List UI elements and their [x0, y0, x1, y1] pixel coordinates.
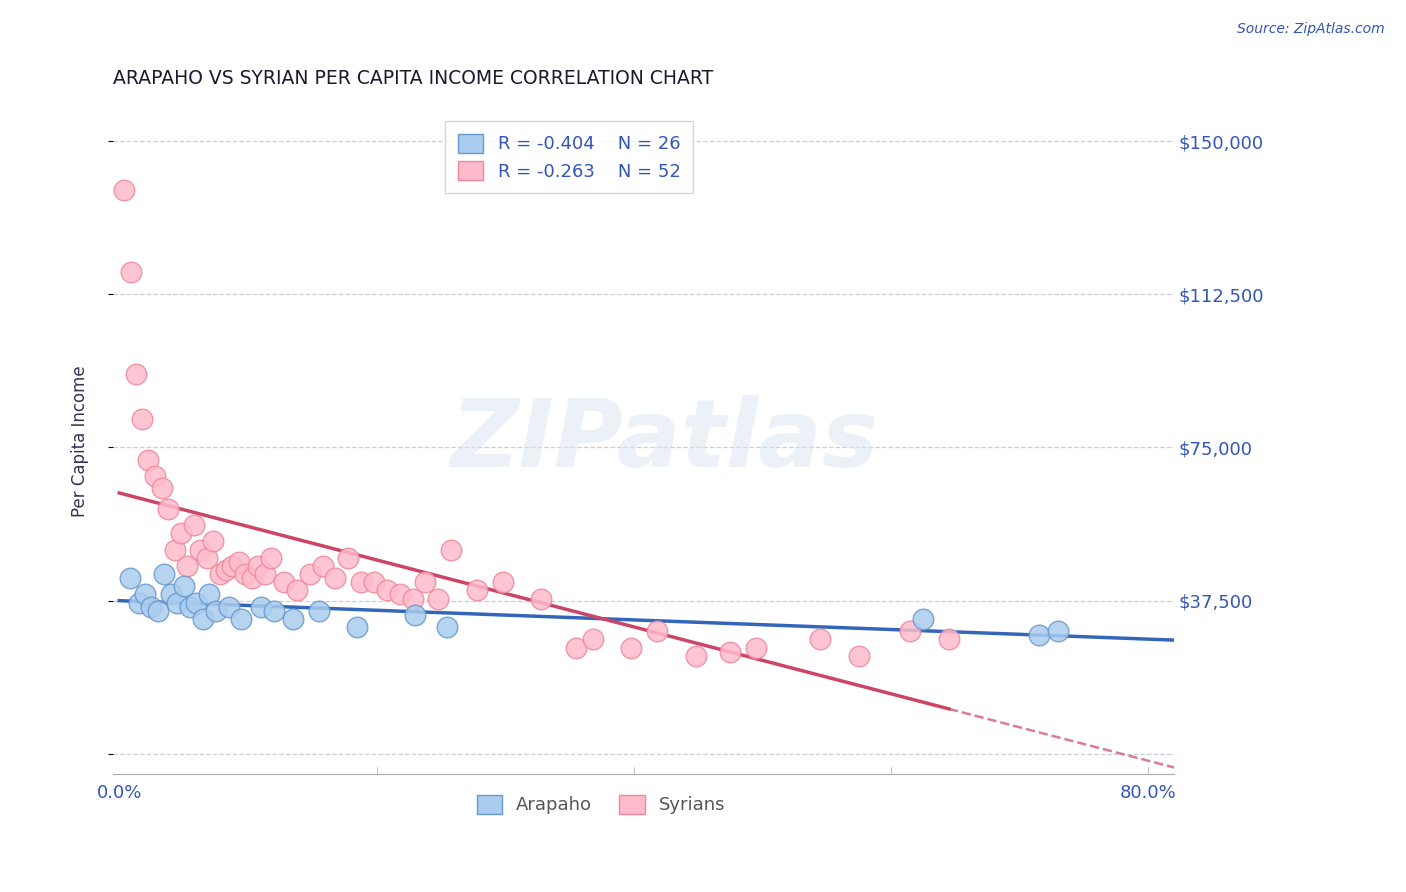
- Y-axis label: Per Capita Income: Per Capita Income: [72, 366, 89, 517]
- Point: [143, 469, 166, 483]
- Text: ZIPatlas: ZIPatlas: [451, 395, 879, 487]
- Point: [465, 583, 488, 598]
- Point: [141, 599, 163, 614]
- Point: [938, 632, 960, 647]
- Point: [1028, 628, 1050, 642]
- Point: [900, 624, 922, 639]
- Point: [188, 542, 211, 557]
- Point: [153, 567, 176, 582]
- Point: [298, 567, 321, 582]
- Point: [159, 587, 181, 601]
- Text: Source: ZipAtlas.com: Source: ZipAtlas.com: [1237, 22, 1385, 37]
- Point: [136, 452, 159, 467]
- Point: [530, 591, 553, 606]
- Point: [308, 604, 330, 618]
- Point: [233, 567, 256, 582]
- Point: [427, 591, 450, 606]
- Point: [565, 640, 588, 655]
- Point: [195, 550, 218, 565]
- Point: [363, 575, 385, 590]
- Point: [125, 367, 148, 381]
- Legend: Arapaho, Syrians: Arapaho, Syrians: [470, 788, 733, 822]
- Point: [183, 518, 205, 533]
- Point: [415, 575, 437, 590]
- Point: [311, 558, 333, 573]
- Point: [247, 558, 270, 573]
- Point: [204, 604, 226, 618]
- Point: [228, 555, 250, 569]
- Point: [134, 587, 156, 601]
- Point: [620, 640, 643, 655]
- Point: [218, 599, 240, 614]
- Point: [118, 571, 141, 585]
- Point: [120, 265, 142, 279]
- Point: [166, 596, 188, 610]
- Point: [263, 604, 285, 618]
- Point: [186, 596, 208, 610]
- Point: [240, 571, 263, 585]
- Point: [221, 558, 243, 573]
- Point: [337, 550, 360, 565]
- Point: [179, 599, 201, 614]
- Point: [131, 412, 153, 426]
- Point: [436, 620, 458, 634]
- Point: [645, 624, 668, 639]
- Point: [249, 599, 271, 614]
- Point: [685, 648, 707, 663]
- Point: [1047, 624, 1070, 639]
- Point: [848, 648, 870, 663]
- Point: [440, 542, 463, 557]
- Point: [215, 563, 238, 577]
- Point: [718, 645, 741, 659]
- Text: ARAPAHO VS SYRIAN PER CAPITA INCOME CORRELATION CHART: ARAPAHO VS SYRIAN PER CAPITA INCOME CORR…: [112, 69, 713, 87]
- Point: [112, 183, 135, 197]
- Point: [198, 587, 221, 601]
- Point: [375, 583, 398, 598]
- Point: [401, 591, 423, 606]
- Point: [346, 620, 368, 634]
- Point: [176, 558, 198, 573]
- Point: [202, 534, 225, 549]
- Point: [170, 526, 193, 541]
- Point: [191, 612, 214, 626]
- Point: [281, 612, 304, 626]
- Point: [260, 550, 283, 565]
- Point: [285, 583, 308, 598]
- Point: [808, 632, 831, 647]
- Point: [150, 481, 173, 495]
- Point: [582, 632, 605, 647]
- Point: [912, 612, 935, 626]
- Point: [128, 596, 150, 610]
- Point: [173, 579, 195, 593]
- Point: [157, 501, 180, 516]
- Point: [231, 612, 253, 626]
- Point: [388, 587, 411, 601]
- Point: [208, 567, 231, 582]
- Point: [163, 542, 186, 557]
- Point: [325, 571, 347, 585]
- Point: [273, 575, 295, 590]
- Point: [745, 640, 768, 655]
- Point: [253, 567, 276, 582]
- Point: [491, 575, 513, 590]
- Point: [350, 575, 373, 590]
- Point: [146, 604, 169, 618]
- Point: [404, 607, 426, 622]
